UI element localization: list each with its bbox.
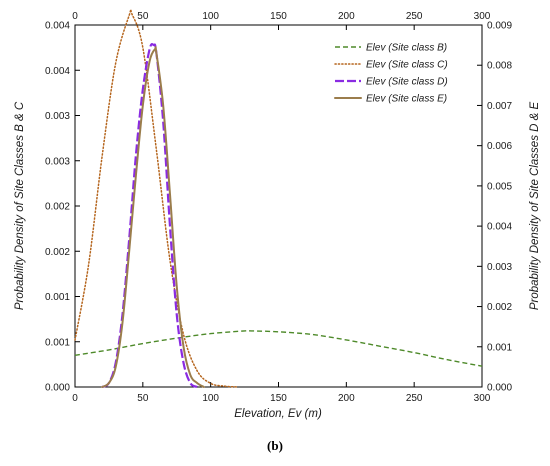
y-right-tick-label: 0.004 — [487, 222, 512, 233]
x-top-tick-label: 100 — [202, 11, 219, 22]
x-top-tick-label: 50 — [137, 11, 149, 22]
series-line-2 — [74, 8, 239, 388]
y-right-tick-label: 0.005 — [487, 181, 512, 192]
x-axis-title: Elevation, Ev (m) — [234, 408, 322, 420]
x-tick-label: 50 — [137, 393, 149, 404]
chart: 0 50 100 150 200 250 300 0 50 100 150 200 250 300 0.… — [14, 8, 541, 420]
legend-label-1: Elev (Site class B) — [366, 43, 447, 54]
y-axis-right-title: Probability Density of Site Classes D & … — [529, 101, 541, 310]
y-right-tick-label: 0.009 — [487, 21, 512, 32]
series-layer — [74, 8, 483, 389]
y-right-tick-label: 0.006 — [487, 141, 512, 152]
y-right-tick-label: 0.000 — [487, 383, 512, 394]
y-axis-right: 0.000 0.001 0.002 0.003 0.004 0.005 0.006 0.007… — [477, 21, 512, 394]
x-top-tick-label: 150 — [270, 11, 287, 22]
y-right-tick-label: 0.008 — [487, 61, 512, 72]
y-axis-left-title: Probability Density of Site Classes B & … — [14, 101, 26, 310]
series-line-1 — [74, 329, 483, 367]
y-right-tick-label: 0.001 — [487, 342, 512, 353]
y-left-tick-label: 0.004 — [45, 21, 70, 32]
y-left-tick-label: 0.001 — [45, 337, 70, 348]
y-left-tick-label: 0.003 — [45, 111, 70, 122]
x-top-tick-label: 0 — [72, 11, 78, 22]
y-left-tick-label: 0.002 — [45, 247, 70, 258]
x-tick-label: 100 — [202, 393, 219, 404]
y-axis-left: 0.000 0.001 0.001 0.002 0.002 0.003 0.003 0.004… — [45, 21, 80, 394]
y-left-tick-label: 0.004 — [45, 66, 70, 77]
legend: Elev (Site class B) Elev (Site class C) El… — [334, 43, 448, 105]
x-tick-label: 200 — [338, 393, 355, 404]
series-line-4 — [101, 46, 205, 388]
x-tick-label: 150 — [270, 393, 287, 404]
x-tick-label: 250 — [406, 393, 423, 404]
x-tick-label: 0 — [72, 393, 78, 404]
x-top-tick-label: 200 — [338, 11, 355, 22]
x-tick-label: 300 — [474, 393, 491, 404]
legend-label-4: Elev (Site class E) — [366, 94, 447, 105]
y-left-tick-label: 0.003 — [45, 156, 70, 167]
y-left-tick-label: 0.000 — [45, 383, 70, 394]
y-right-tick-label: 0.007 — [487, 101, 512, 112]
y-left-tick-label: 0.002 — [45, 202, 70, 213]
legend-label-3: Elev (Site class D) — [366, 77, 448, 88]
legend-label-2: Elev (Site class C) — [366, 60, 448, 71]
y-right-tick-label: 0.002 — [487, 302, 512, 313]
x-top-tick-label: 300 — [474, 11, 491, 22]
x-axis-top: 0 50 100 150 200 250 300 — [72, 11, 491, 30]
x-top-tick-label: 250 — [406, 11, 423, 22]
y-right-tick-label: 0.003 — [487, 262, 512, 273]
figure-caption: (b) — [267, 438, 283, 453]
x-axis-bottom: 0 50 100 150 200 250 300 — [72, 382, 491, 404]
y-left-tick-label: 0.001 — [45, 292, 70, 303]
